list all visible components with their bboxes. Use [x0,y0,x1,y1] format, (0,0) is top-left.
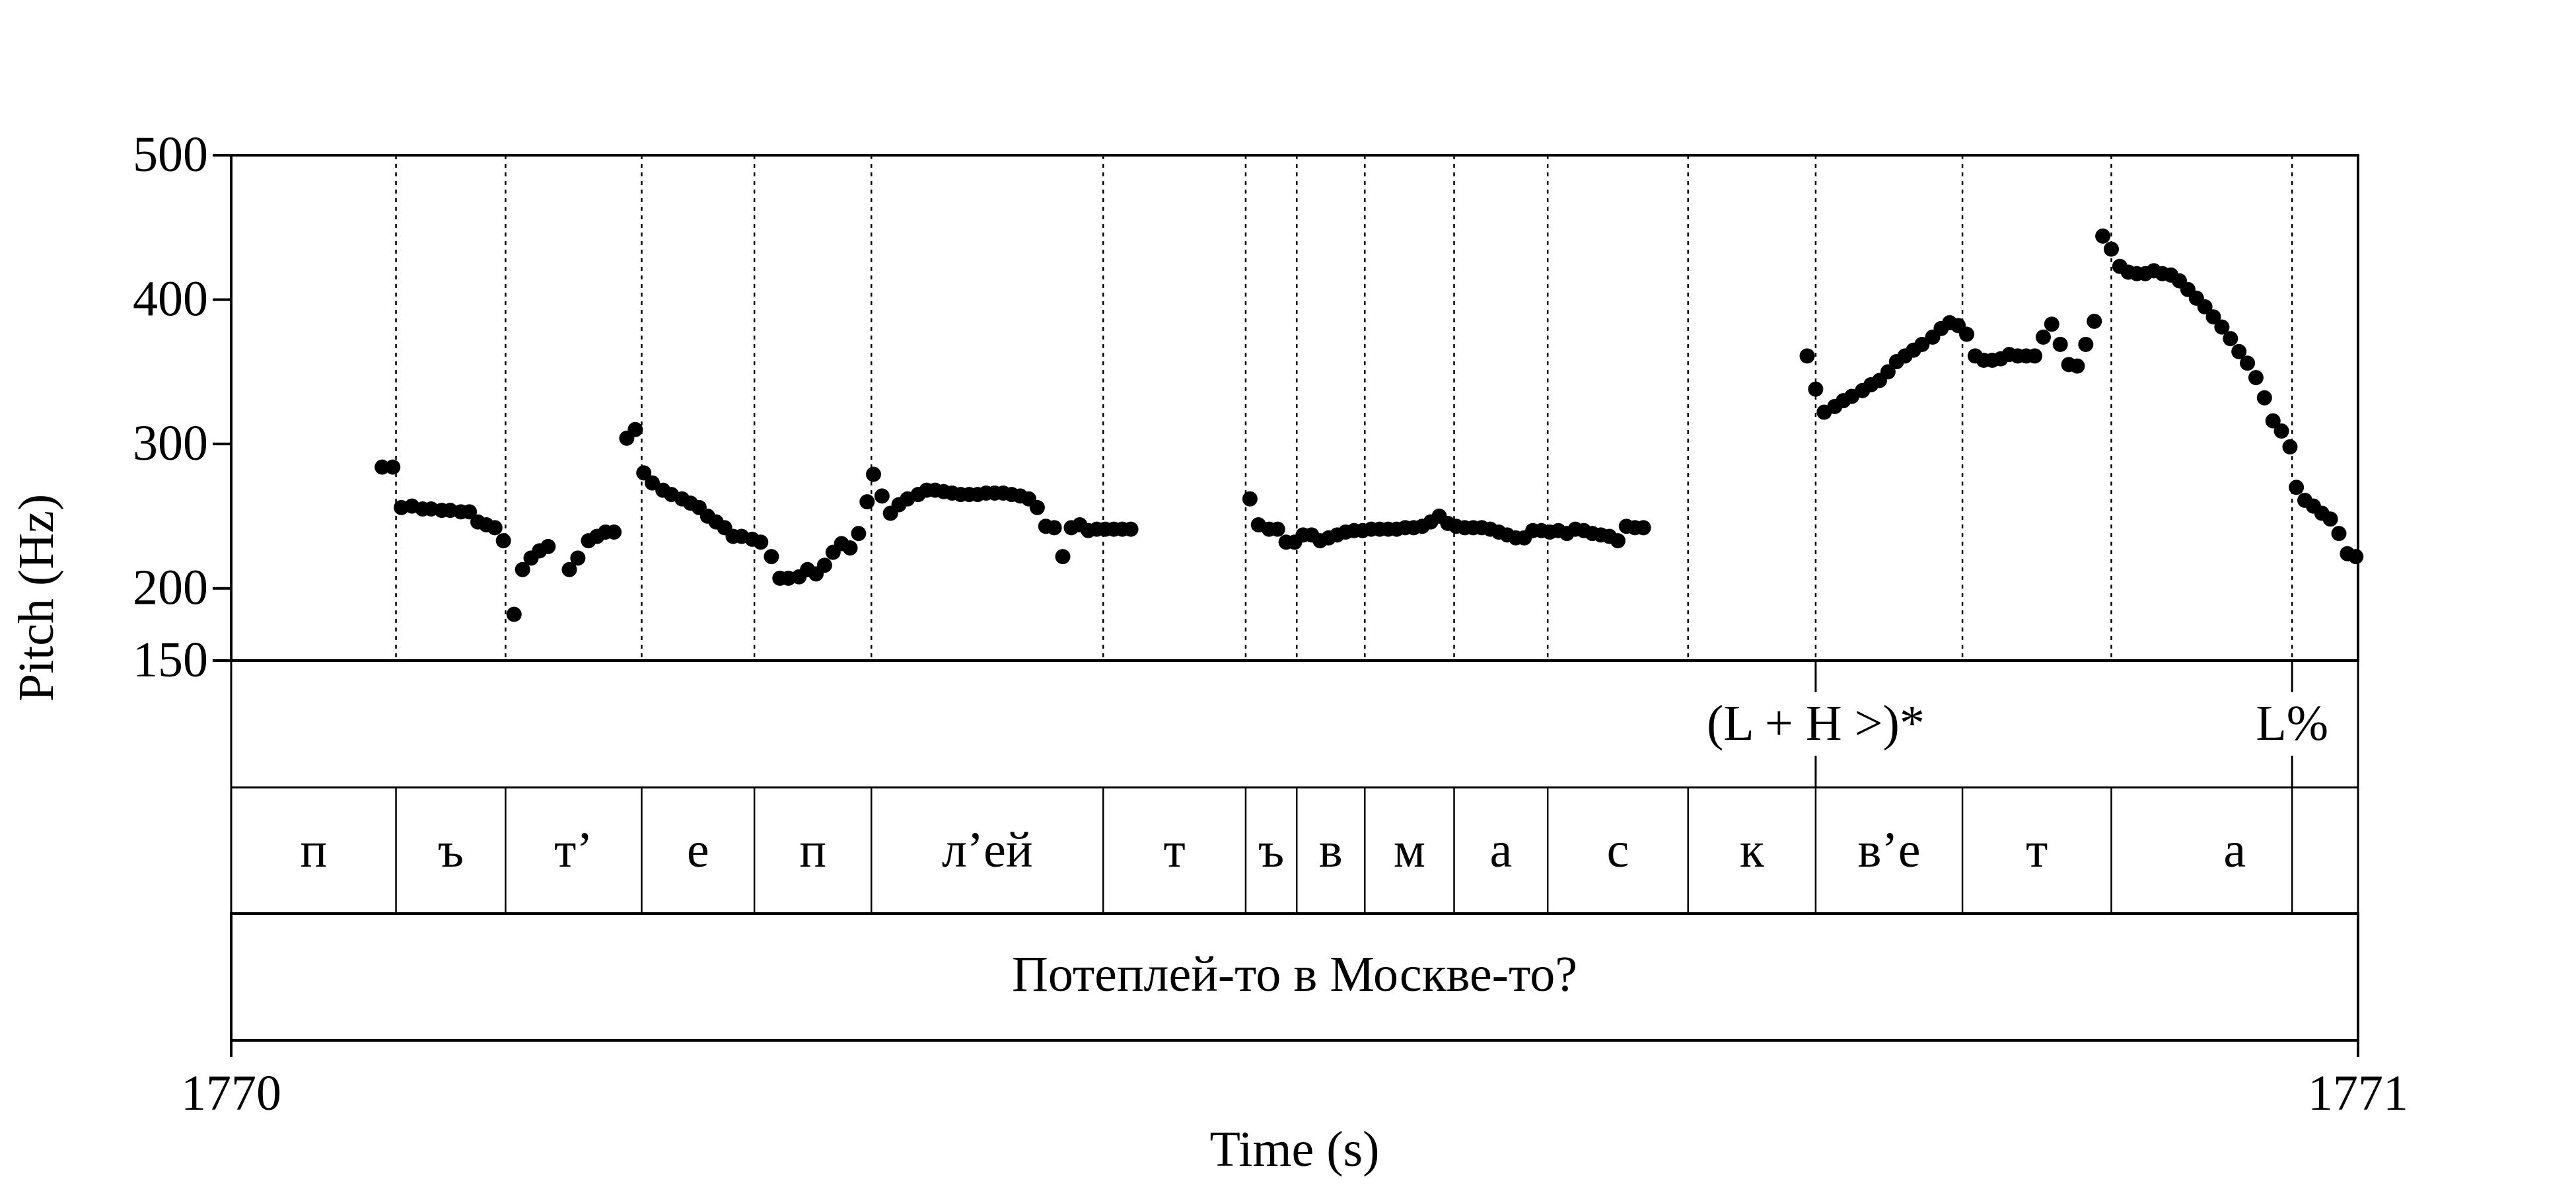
pitch-point [385,459,401,475]
pitch-point [2197,299,2213,314]
x-axis-label: Time (s) [1210,1122,1380,1177]
segment-label: ъ [438,822,464,878]
pitch-point [487,520,503,536]
pitch-point [2289,480,2305,495]
segment-label: а [1489,822,1512,878]
pitch-point [2248,370,2264,386]
segment-label: к [1740,822,1764,878]
y-tick-label: 300 [133,415,208,471]
pitch-point [570,550,586,566]
pitch-point [1808,381,1824,397]
pitch-point [1055,549,1071,565]
pitch-point [2035,329,2051,345]
pitch-point [2348,549,2364,565]
tone-label: (L + H >)* [1707,696,1925,751]
pitch-point [1270,521,1285,537]
segment-label: а [2223,822,2246,878]
x-tick-label: 1770 [181,1065,281,1121]
pitch-point [2265,413,2281,429]
segment-boundaries [395,155,2293,914]
pitch-point [2331,526,2347,542]
pitch-point [2027,348,2043,364]
pitch-point [515,561,530,577]
pitch-point [764,549,779,565]
y-axis-label: Pitch (Hz) [9,494,64,702]
pitch-point [506,606,522,622]
pitch-point [2052,336,2068,352]
pitch-plot-frame [230,154,2359,662]
pitch-point [2282,439,2298,455]
segment-label: т’ [554,822,593,878]
pitch-point [2103,241,2119,257]
pitch-points [375,228,2364,622]
pitch-point [2087,313,2102,329]
segment-label: с [1607,822,1629,878]
pitch-point [1029,499,1045,515]
pitch-point [1123,521,1139,537]
segment-label: ъ [1258,822,1284,878]
pitch-point [1046,520,1062,536]
pitch-point [2078,336,2094,352]
pitch-point [874,488,890,504]
pitch-point [2256,390,2272,406]
pitch-point [851,526,867,542]
pitch-point [1959,326,1975,342]
pitch-point [859,494,875,510]
pitch-point [606,524,622,540]
pitch-point [1610,533,1626,549]
pitch-point [636,465,652,481]
pitch-point [2095,228,2111,244]
pitch-point [1635,520,1651,536]
segment-tier: п ъ т’ е п л’ей т ъ в м а с к в’е т а [300,822,2246,878]
pitch-point [627,421,643,437]
pitch-point [865,466,881,482]
pitch-point [1799,348,1815,364]
segment-label: т [2026,822,2048,878]
pitch-point [540,538,556,554]
y-tick-label: 200 [133,560,208,616]
x-axis: 1770 1771 [181,1040,2408,1121]
pitch-point [842,540,858,556]
pitch-point [375,459,390,475]
pitch-point [462,504,478,520]
pitch-point [561,561,577,577]
y-tick-label: 150 [133,632,208,688]
pitch-point [1880,364,1896,380]
pitch-point [816,558,832,573]
pitch-point [495,533,511,549]
pitch-point [2069,358,2085,374]
tone-tier-frame [230,659,2359,789]
tone-label: L% [2256,696,2328,751]
pitch-point [645,475,661,491]
pitch-point [2223,331,2238,347]
y-tick-label: 400 [133,271,208,327]
pitch-point [753,534,769,550]
word-tier-frame [230,912,2359,1042]
pitch-point [2044,316,2059,332]
pitch-point [2205,309,2221,325]
sentence-label: Потеплей-то в Москве-то? [1012,947,1577,1002]
segment-label: в [1319,822,1343,878]
pitch-point [2273,423,2289,439]
pitch-point [2240,355,2256,371]
segment-label: т [1163,822,1185,878]
tone-tier: (L + H >)* L% [1707,661,2328,787]
y-tick-label: 500 [133,127,208,182]
chart-frames [230,154,2359,1042]
y-axis: 150 200 300 400 500 [133,127,231,688]
pitch-point [2214,319,2230,335]
x-tick-label: 1771 [2308,1065,2408,1121]
segment-label: п [300,822,327,878]
segment-label: в’е [1858,822,1921,878]
segment-label: л’ей [942,822,1033,878]
segment-label: е [687,822,709,878]
pitch-point [2231,343,2247,359]
pitch-point [1242,491,1258,507]
segment-label: м [1394,822,1425,878]
pitch-point [1914,336,1930,352]
segment-label: п [799,822,826,878]
pitch-point [2322,511,2338,527]
